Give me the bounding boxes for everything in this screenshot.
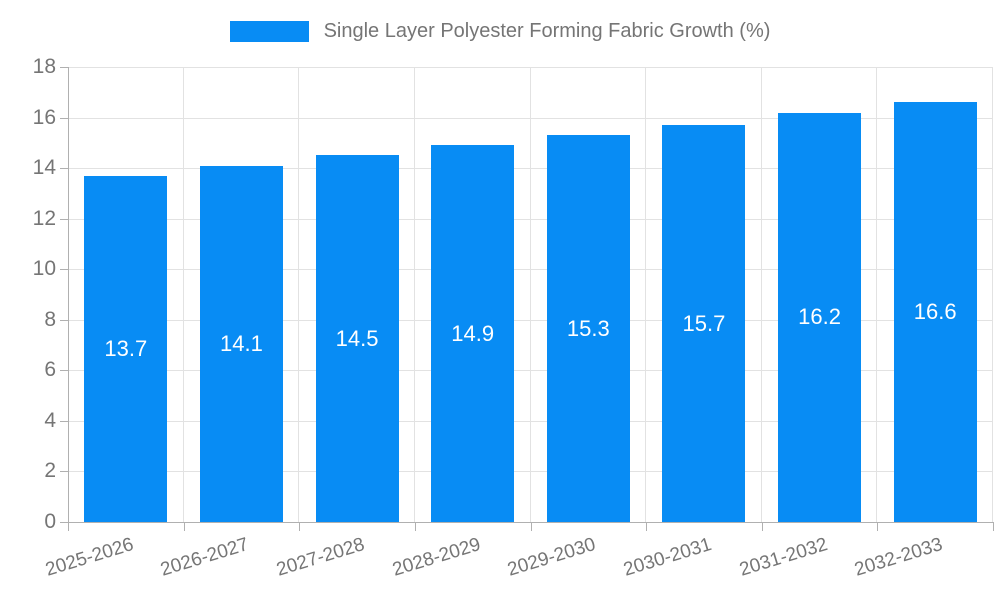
bar: 15.7 (662, 125, 746, 522)
y-axis-line (68, 67, 69, 530)
y-grid-line (68, 370, 993, 372)
y-axis-tick-label: 12 (32, 206, 56, 230)
y-grid-line (68, 471, 993, 473)
x-grid-line (298, 67, 300, 522)
y-axis-tick-label: 4 (44, 408, 56, 432)
y-grid-line (68, 117, 993, 119)
x-axis-tick (646, 522, 648, 531)
bar-value-label: 16.6 (913, 299, 957, 325)
y-grid-line (68, 218, 993, 220)
y-axis-tick-label: 10 (32, 257, 56, 281)
bar: 15.3 (546, 135, 630, 522)
y-axis-tick (60, 370, 68, 372)
x-axis-tick-label: 2025-2026 (42, 534, 136, 581)
y-grid-line (68, 420, 993, 422)
legend: Single Layer Polyester Forming Fabric Gr… (0, 20, 1000, 43)
bar-value-label: 13.7 (104, 335, 148, 361)
x-axis-tick-label: 2032-2033 (852, 534, 946, 581)
bar-value-label: 14.9 (451, 320, 495, 346)
bar: 16.2 (778, 112, 862, 522)
y-axis-tick-label: 0 (44, 510, 56, 533)
x-axis-tick-label: 2026-2027 (158, 534, 252, 581)
bar: 14.1 (199, 165, 283, 522)
x-axis-tick-label: 2029-2030 (505, 534, 599, 581)
bar-value-label: 15.7 (682, 310, 726, 336)
plot-area: 13.7 14.1 14.5 14.9 15.3 15.7 16.2 16.6 (68, 67, 993, 522)
x-axis-tick (68, 522, 69, 531)
bar: 14.9 (431, 145, 515, 522)
x-axis-tick-label: 2028-2029 (389, 534, 483, 581)
x-grid-line (182, 67, 184, 522)
x-axis-tick (877, 522, 879, 531)
bar: 16.6 (893, 102, 977, 522)
bar: 13.7 (84, 175, 168, 522)
bar-value-label: 16.2 (798, 304, 841, 330)
x-axis-tick-label: 2027-2028 (274, 534, 368, 581)
x-grid-line (529, 67, 531, 522)
bar-value-label: 14.1 (220, 330, 263, 356)
y-axis-tick (60, 269, 68, 271)
y-axis-tick (60, 420, 68, 422)
y-axis-tick (60, 522, 68, 523)
bar: 14.5 (315, 155, 399, 522)
x-axis-tick (761, 522, 763, 531)
y-axis-tick (60, 471, 68, 473)
x-axis-tick (183, 522, 185, 531)
y-grid-line (68, 319, 993, 321)
x-axis-tick (530, 522, 532, 531)
x-axis-line (60, 522, 993, 523)
y-axis-tick-label: 8 (44, 307, 56, 331)
legend-label: Single Layer Polyester Forming Fabric Gr… (323, 20, 771, 42)
x-grid-line (760, 67, 762, 522)
x-grid-line (645, 67, 647, 522)
y-axis-tick-label: 18 (32, 55, 56, 78)
x-axis-tick (299, 522, 301, 531)
y-grid-line (68, 67, 993, 68)
x-axis-tick (414, 522, 416, 531)
y-axis-tick-label: 16 (32, 105, 56, 129)
bar-value-label: 15.3 (566, 315, 610, 341)
bar-value-label: 14.5 (335, 325, 379, 351)
x-axis-tick (993, 522, 994, 531)
x-grid-line (413, 67, 415, 522)
y-axis-tick-label: 14 (32, 156, 56, 180)
x-grid-line (992, 67, 993, 522)
y-axis-tick (60, 218, 68, 220)
y-axis-tick (60, 117, 68, 119)
x-axis-tick-label: 2031-2032 (736, 534, 830, 581)
x-grid-line (876, 67, 878, 522)
y-axis-tick (60, 319, 68, 321)
x-axis-tick-label: 2030-2031 (621, 534, 715, 581)
y-grid-line (68, 269, 993, 271)
y-axis-tick (60, 67, 68, 68)
legend-swatch (229, 21, 309, 42)
y-axis-tick-label: 2 (44, 459, 56, 483)
y-grid-line (68, 168, 993, 170)
y-axis-tick (60, 168, 68, 170)
y-axis-tick-label: 6 (44, 358, 56, 382)
